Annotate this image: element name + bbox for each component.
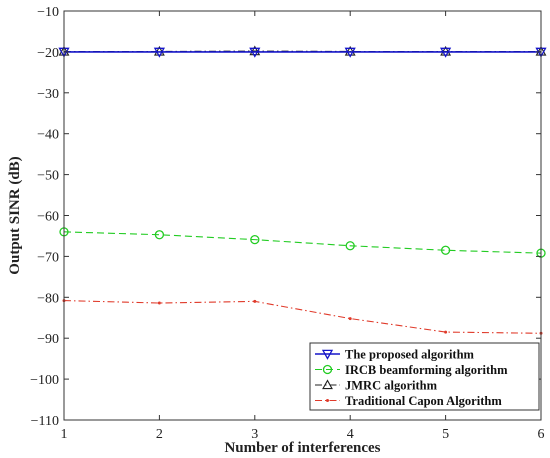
data-point [249, 45, 261, 56]
data-point [250, 234, 260, 245]
legend-item: IRCB beamforming algorithm [315, 363, 508, 377]
y-tick-label: −50 [37, 169, 59, 184]
data-point [439, 47, 452, 58]
series-2 [58, 45, 547, 56]
legend-marker [326, 399, 329, 402]
data-point [440, 245, 451, 255]
legend-marker [322, 379, 333, 390]
data-point [153, 47, 166, 58]
legend-label: The proposed algorithm [345, 348, 475, 362]
x-tick-label: 2 [156, 427, 163, 442]
legend-marker [322, 364, 333, 375]
y-axis-label: Output SINR (dB) [7, 156, 23, 274]
data-point [253, 299, 257, 303]
legend-label: IRCB beamforming algorithm [345, 363, 508, 377]
x-tick-label: 6 [538, 427, 545, 442]
legend-item: The proposed algorithm [315, 348, 475, 362]
series-1 [59, 227, 546, 258]
x-tick-label: 1 [61, 427, 68, 442]
data-point [154, 230, 165, 240]
x-tick-label: 5 [442, 427, 449, 442]
y-tick-label: −70 [37, 250, 59, 265]
data-point [157, 301, 161, 305]
y-tick-label: −10 [37, 5, 59, 20]
x-tick-label: 4 [347, 427, 354, 442]
legend-label: Traditional Capon Algorithm [345, 394, 502, 408]
legend-item: JMRC algorithm [315, 379, 438, 393]
series-3 [62, 299, 543, 335]
legend-label: JMRC algorithm [345, 379, 438, 393]
y-tick-label: −40 [37, 128, 59, 143]
data-point [249, 47, 261, 58]
y-tick-label: −20 [37, 46, 59, 61]
y-tick-label: −110 [31, 414, 59, 429]
x-axis-label: Number of interferences [224, 440, 380, 456]
y-tick-label: −100 [30, 373, 59, 388]
series-0 [58, 47, 547, 58]
data-point [348, 317, 352, 321]
x-tick-label: 3 [251, 427, 258, 442]
y-tick-label: −80 [37, 291, 59, 306]
y-tick-label: −60 [37, 210, 59, 225]
legend-box [309, 342, 540, 411]
data-point [345, 241, 355, 251]
series-line [63, 300, 542, 334]
data-point [344, 47, 356, 58]
data-point [444, 330, 448, 334]
legend-item: Traditional Capon Algorithm [315, 394, 502, 408]
y-tick-label: −90 [37, 332, 59, 347]
legend-marker [321, 349, 334, 360]
y-tick-label: −30 [37, 87, 59, 102]
series-line [63, 231, 542, 254]
